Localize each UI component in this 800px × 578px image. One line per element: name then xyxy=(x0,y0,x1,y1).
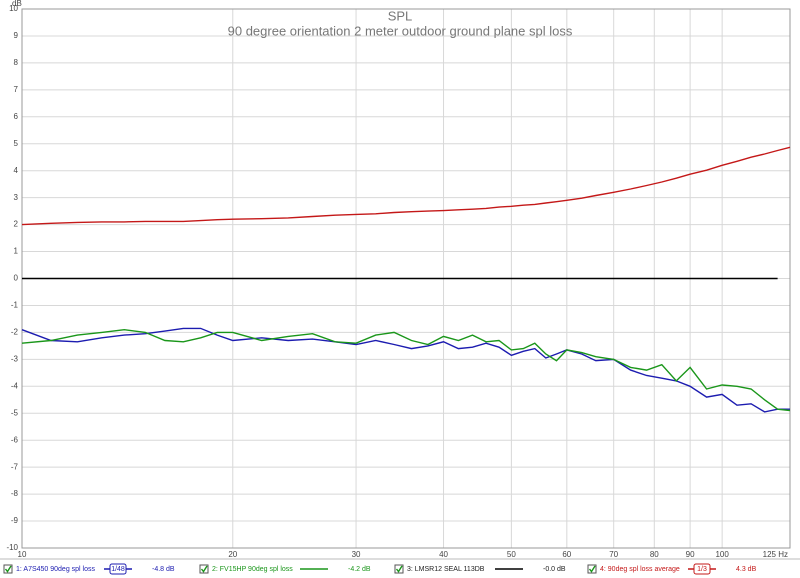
y-tick-label: -9 xyxy=(11,516,19,525)
legend-label: 3: LMSR12 SEAL 113DB xyxy=(407,566,485,573)
y-tick-label: 7 xyxy=(14,85,19,94)
legend-checkbox[interactable] xyxy=(199,564,209,574)
y-tick-label: -3 xyxy=(11,354,19,363)
y-tick-label: -8 xyxy=(11,489,19,498)
y-tick-label: -10 xyxy=(6,543,18,552)
checkmark xyxy=(4,565,12,573)
y-tick-label: 3 xyxy=(14,193,19,202)
y-tick-label: 1 xyxy=(14,247,19,256)
smoothing-label: 1/3 xyxy=(697,566,707,573)
checkmark xyxy=(395,565,403,573)
chart-subtitle: 90 degree orientation 2 meter outdoor gr… xyxy=(228,23,573,38)
y-tick-label: 4 xyxy=(14,166,19,175)
y-tick-label: -5 xyxy=(11,408,19,417)
legend-item[interactable]: 2: FV15HP 90deg spl loss -4.2 dB xyxy=(199,564,371,574)
smoothing-box xyxy=(109,563,127,575)
y-tick-label: 10 xyxy=(9,4,18,13)
y-axis-label: dB xyxy=(12,0,22,8)
legend-item[interactable]: 3: LMSR12 SEAL 113DB -0.0 dB xyxy=(394,564,566,574)
x-tick-label: 40 xyxy=(439,550,448,559)
legend-label: 4: 90deg spl loss average xyxy=(600,566,680,573)
x-tick-label: 60 xyxy=(562,550,571,559)
x-tick-label: 100 xyxy=(715,550,729,559)
series-line xyxy=(21,327,790,413)
x-tick-label: 30 xyxy=(352,550,361,559)
legend-value: -4.8 dB xyxy=(152,566,175,573)
legend-checkbox[interactable] xyxy=(3,564,13,574)
series-line xyxy=(21,146,791,226)
legend-value: -4.2 dB xyxy=(348,566,371,573)
legend-label: 1: A7S450 90deg spl loss xyxy=(16,566,96,573)
legend-checkbox[interactable] xyxy=(587,564,597,574)
x-tick-label: 80 xyxy=(650,550,659,559)
series-line xyxy=(21,328,791,412)
chart-title: SPL xyxy=(388,8,413,23)
x-tick-label: 90 xyxy=(686,550,695,559)
y-tick-label: -6 xyxy=(11,435,19,444)
y-tick-label: -7 xyxy=(11,462,19,471)
x-tick-label: 125 Hz xyxy=(763,550,788,559)
x-tick-label: 20 xyxy=(228,550,237,559)
smoothing-box xyxy=(693,563,711,575)
y-tick-label: 0 xyxy=(14,274,19,283)
y-tick-label: 5 xyxy=(14,139,19,148)
y-tick-label: 6 xyxy=(14,112,19,121)
y-tick-label: -1 xyxy=(11,301,19,310)
legend-checkbox[interactable] xyxy=(394,564,404,574)
legend-value: -0.0 dB xyxy=(543,566,566,573)
legend-label: 2: FV15HP 90deg spl loss xyxy=(212,566,293,573)
smoothing-label: 1/48 xyxy=(111,566,125,573)
x-tick-label: 70 xyxy=(609,550,618,559)
y-tick-label: 9 xyxy=(14,31,19,40)
y-tick-label: 2 xyxy=(14,220,19,229)
x-tick-label: 10 xyxy=(18,550,27,559)
legend-item[interactable]: 4: 90deg spl loss average 1/3 4.3 dB xyxy=(587,563,757,575)
y-tick-label: 8 xyxy=(14,58,19,67)
checkmark xyxy=(588,565,596,573)
x-tick-label: 50 xyxy=(507,550,516,559)
checkmark xyxy=(200,565,208,573)
y-tick-label: -2 xyxy=(11,328,19,337)
legend-value: 4.3 dB xyxy=(736,566,757,573)
y-tick-label: -4 xyxy=(11,381,19,390)
legend-item[interactable]: 1: A7S450 90deg spl loss 1/48 -4.8 dB xyxy=(3,563,175,575)
